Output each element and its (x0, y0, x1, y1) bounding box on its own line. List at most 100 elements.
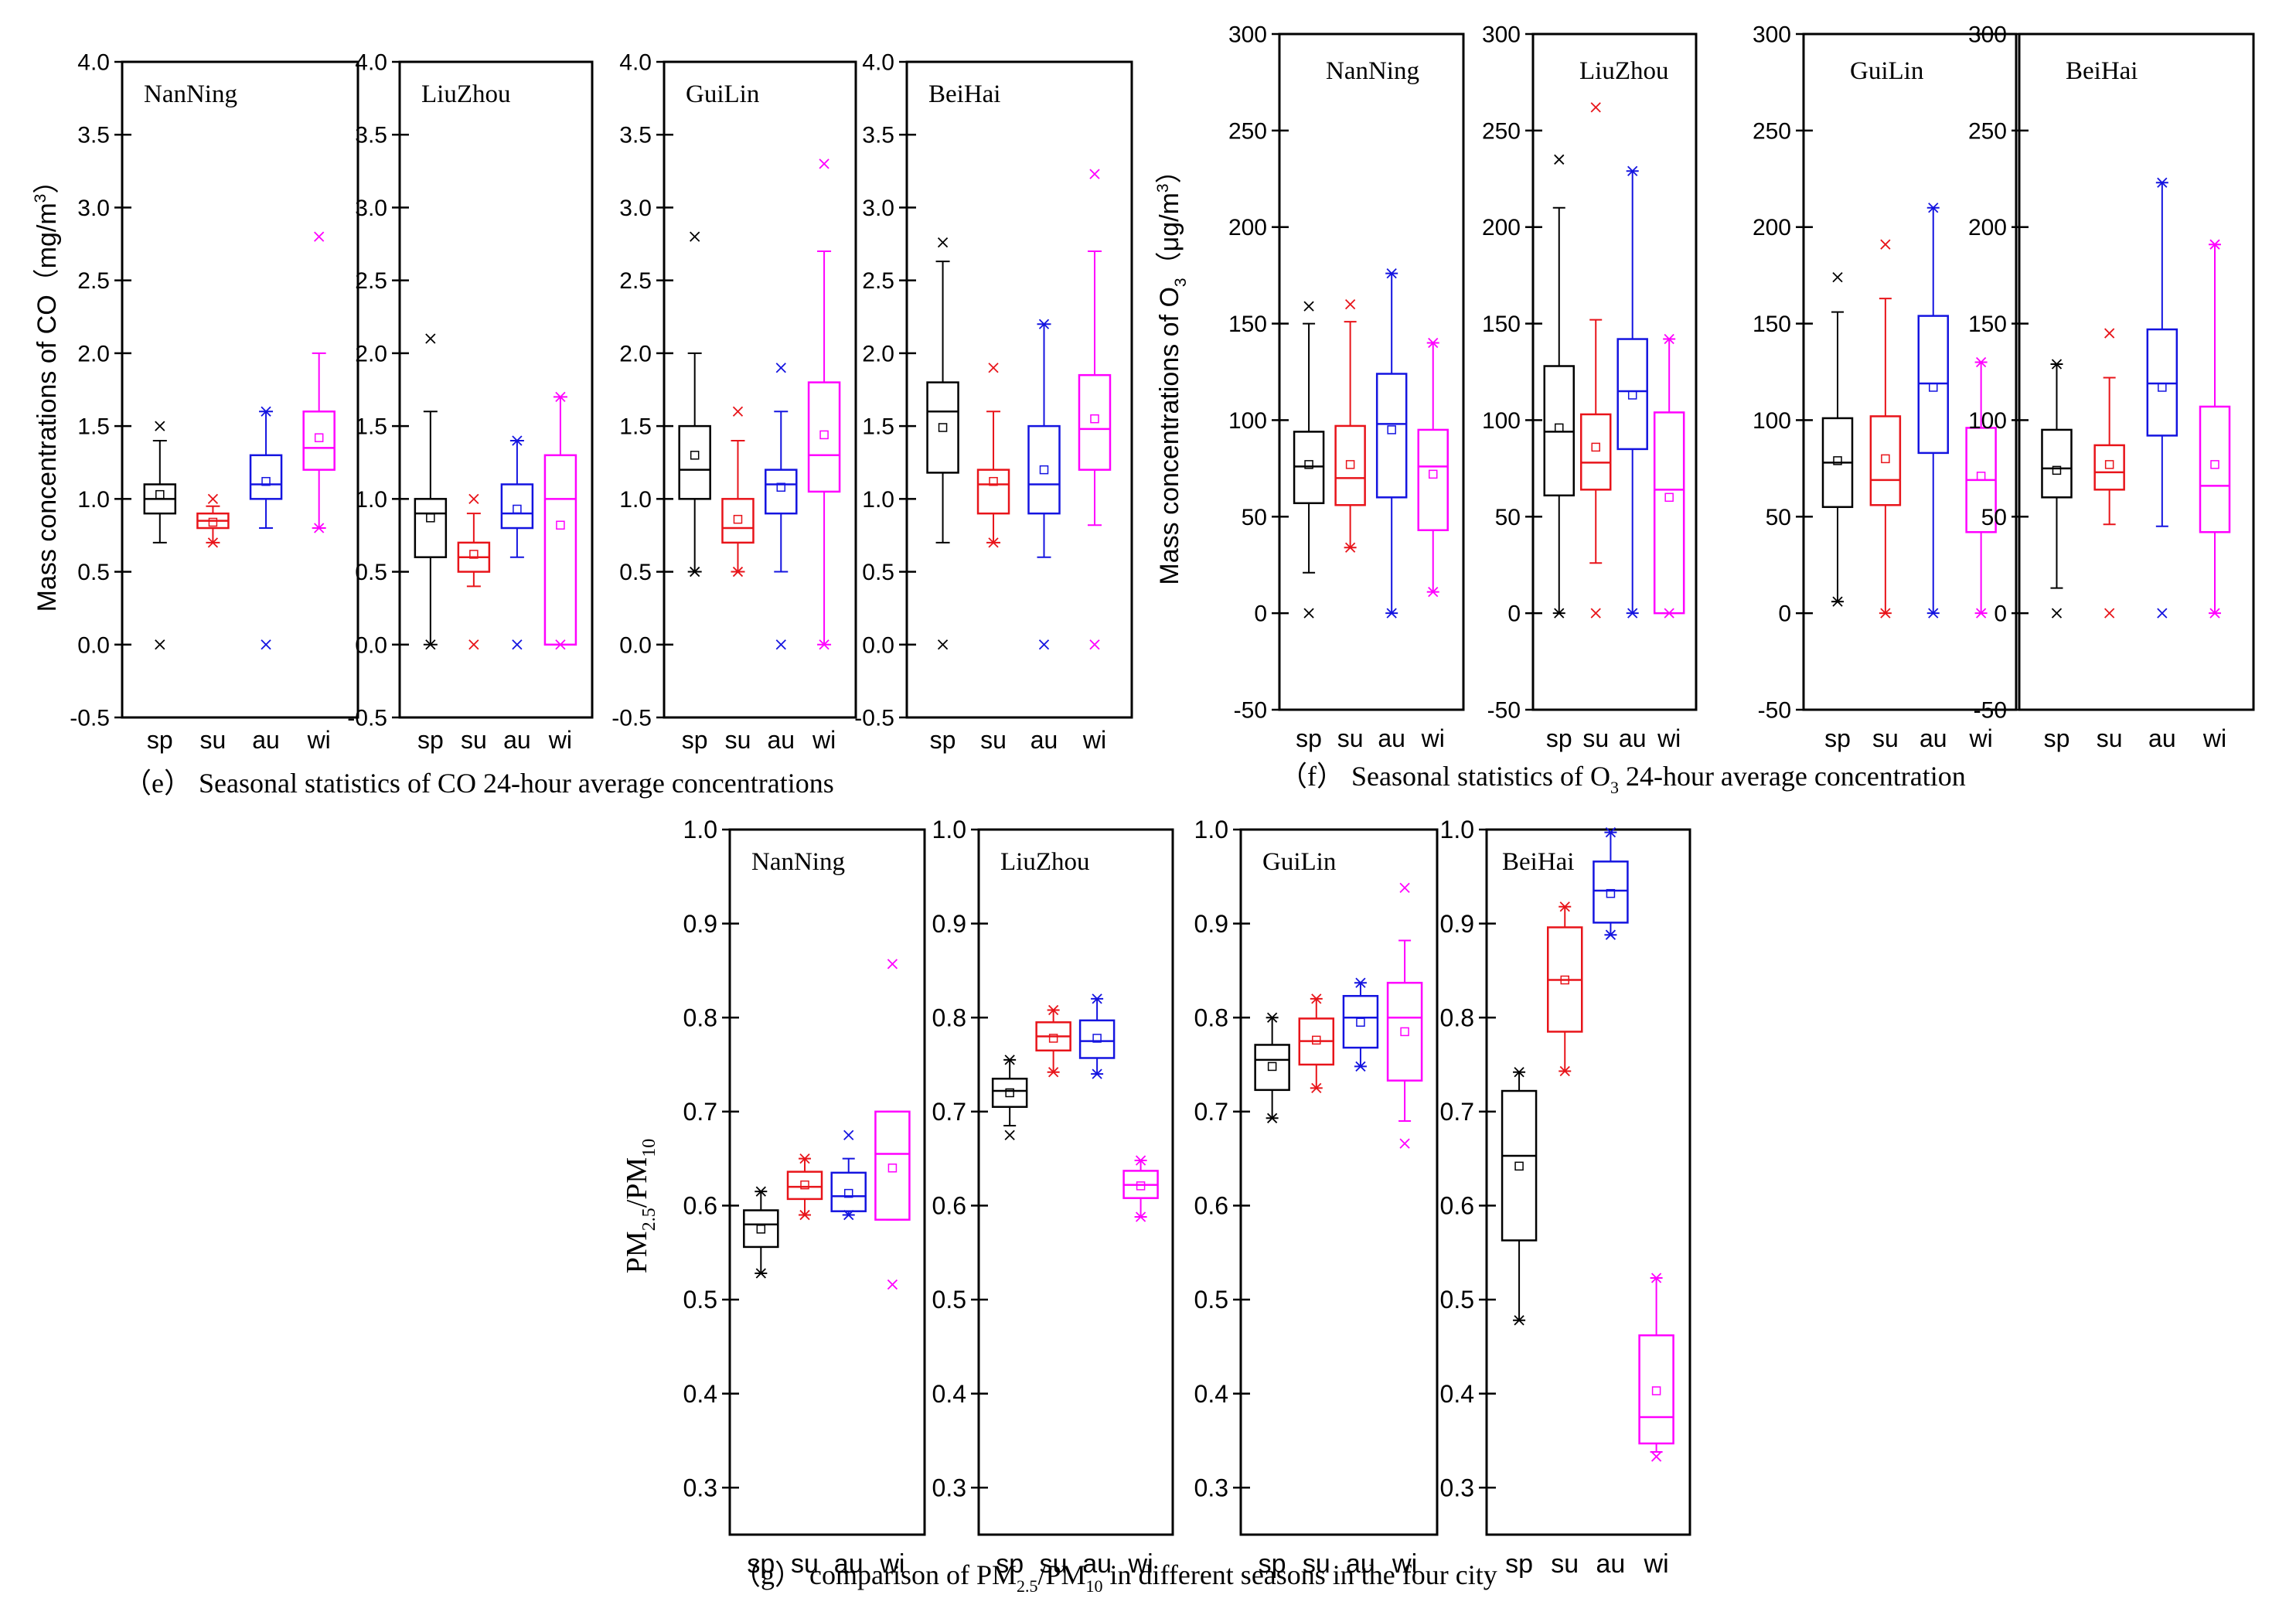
y-tick-label: 100 (1482, 408, 1521, 434)
cross-stroke (1344, 298, 1356, 310)
box-su (786, 1153, 823, 1221)
panel-pm-beihai: 0.3 0.4 0.5 0.6 0.7 0.8 0.9 1.0 BeiHai sp su au wi (1440, 816, 1691, 1579)
min-marker (1590, 608, 1601, 618)
box-mean-marker (690, 451, 700, 460)
x-tick-label-su: su (1303, 1549, 1330, 1579)
box-iqr (1342, 994, 1379, 1049)
max-marker (690, 231, 700, 242)
box-iqr (874, 1110, 911, 1221)
y-tick-label: 0.3 (1440, 1474, 1474, 1501)
x-tick-label-sp: sp (1259, 1549, 1286, 1579)
cross-stroke (2209, 239, 2220, 250)
max-marker (2157, 177, 2168, 188)
box-mean-marker (1976, 472, 1986, 481)
max-marker (1386, 268, 1397, 279)
y-tick-label: 300 (1968, 22, 2007, 48)
y-tick-label: 0.7 (683, 1098, 717, 1126)
y-tick-label: -0.5 (70, 706, 110, 731)
max-marker (799, 1153, 810, 1164)
cross-stroke (1399, 882, 1410, 894)
cross-stroke (1664, 608, 1674, 618)
box-sp (678, 231, 711, 578)
y-tick-label: 1.0 (355, 487, 387, 513)
x-tick-label-au: au (1346, 1549, 1375, 1579)
x-tick-label-au: au (1920, 724, 1947, 752)
x-tick-label-au: au (1378, 724, 1405, 752)
panel-city-title: LiuZhou (421, 80, 510, 108)
box-au (1917, 203, 1949, 618)
cross-stroke (937, 237, 949, 248)
y-tick-label: 150 (1482, 312, 1521, 337)
box-mean-marker (887, 1164, 898, 1173)
max-marker (1554, 154, 1565, 165)
max-marker (843, 1130, 854, 1140)
min-marker (1048, 1067, 1059, 1078)
box-wi (1653, 333, 1685, 618)
min-marker (1344, 542, 1356, 553)
min-marker (1559, 1065, 1570, 1077)
panel-o3-guilin: -50 0 50 100 150 200 250 300 GuiLin sp su au wi (1753, 22, 2018, 752)
cross-stroke (1428, 587, 1439, 598)
y-tick-label: 300 (1228, 22, 1267, 48)
y-tick-label: 200 (1482, 215, 1521, 240)
cross-stroke (1514, 1067, 1524, 1078)
y-tick-label: 4.0 (619, 50, 652, 76)
cross-stroke (207, 537, 219, 548)
min-marker (1928, 608, 1939, 618)
box-mean-marker (1606, 888, 1616, 898)
y-tick-label: 1.0 (1440, 816, 1474, 843)
cross-stroke (887, 1279, 898, 1290)
cross-stroke (1311, 993, 1322, 1004)
cross-stroke (1928, 608, 1939, 618)
cross-stroke (1975, 608, 1987, 618)
box-sp (143, 421, 177, 650)
box-iqr (1417, 428, 1449, 532)
cross-stroke (1135, 1211, 1146, 1222)
min-marker (2157, 608, 2168, 618)
panel-city-title: NanNing (1326, 57, 1419, 85)
box-au (500, 435, 534, 650)
y-tick-label: 150 (1968, 312, 2007, 337)
max-marker (732, 406, 744, 417)
cross-stroke (1004, 1130, 1015, 1140)
box-wi (1386, 882, 1423, 1149)
max-marker (1559, 901, 1570, 912)
panel-city-title: BeiHai (1502, 848, 1574, 876)
box-mean-marker (2158, 383, 2167, 392)
box-au (2146, 177, 2178, 618)
max-marker (1605, 827, 1616, 838)
panel-co-nanning: -0.5 0.0 0.5 1.0 1.5 2.0 2.5 3.0 3.5 4.0 NanNing sp… (70, 50, 359, 754)
box-wi (543, 391, 577, 650)
y-axis-label-o3: Mass concentrations of O3（μg/m3） (1154, 157, 1190, 584)
max-marker (1514, 1067, 1524, 1078)
box-iqr (991, 1077, 1028, 1108)
y-tick-label: 3.0 (355, 196, 387, 221)
label-part: ） (1155, 157, 1184, 183)
max-marker (468, 493, 479, 504)
label-part: （μg/m (1155, 193, 1184, 278)
y-tick-label: 0.7 (932, 1098, 966, 1126)
min-marker (512, 639, 523, 650)
y-tick-label: 4.0 (355, 50, 387, 76)
max-marker (1399, 882, 1410, 894)
min-marker (1399, 1138, 1410, 1149)
min-marker (2209, 608, 2220, 618)
box-iqr (1334, 424, 1366, 506)
panel-frame (1485, 828, 1691, 1536)
box-su (457, 493, 491, 650)
min-marker (1038, 639, 1050, 650)
box-mean-marker (1514, 1161, 1524, 1171)
box-iqr (743, 1209, 779, 1249)
max-marker (1832, 272, 1843, 283)
min-marker (1605, 929, 1616, 940)
box-mean-marker (426, 513, 435, 523)
panel-city-title: NanNing (751, 848, 845, 876)
y-tick-label: 1.0 (862, 487, 894, 513)
cross-stroke (1267, 1113, 1278, 1123)
panel-city-title: BeiHai (928, 80, 1000, 108)
min-marker (1135, 1211, 1146, 1222)
box-au (1078, 993, 1116, 1079)
y-tick-label: 3.5 (619, 123, 652, 148)
box-au (1342, 977, 1379, 1072)
